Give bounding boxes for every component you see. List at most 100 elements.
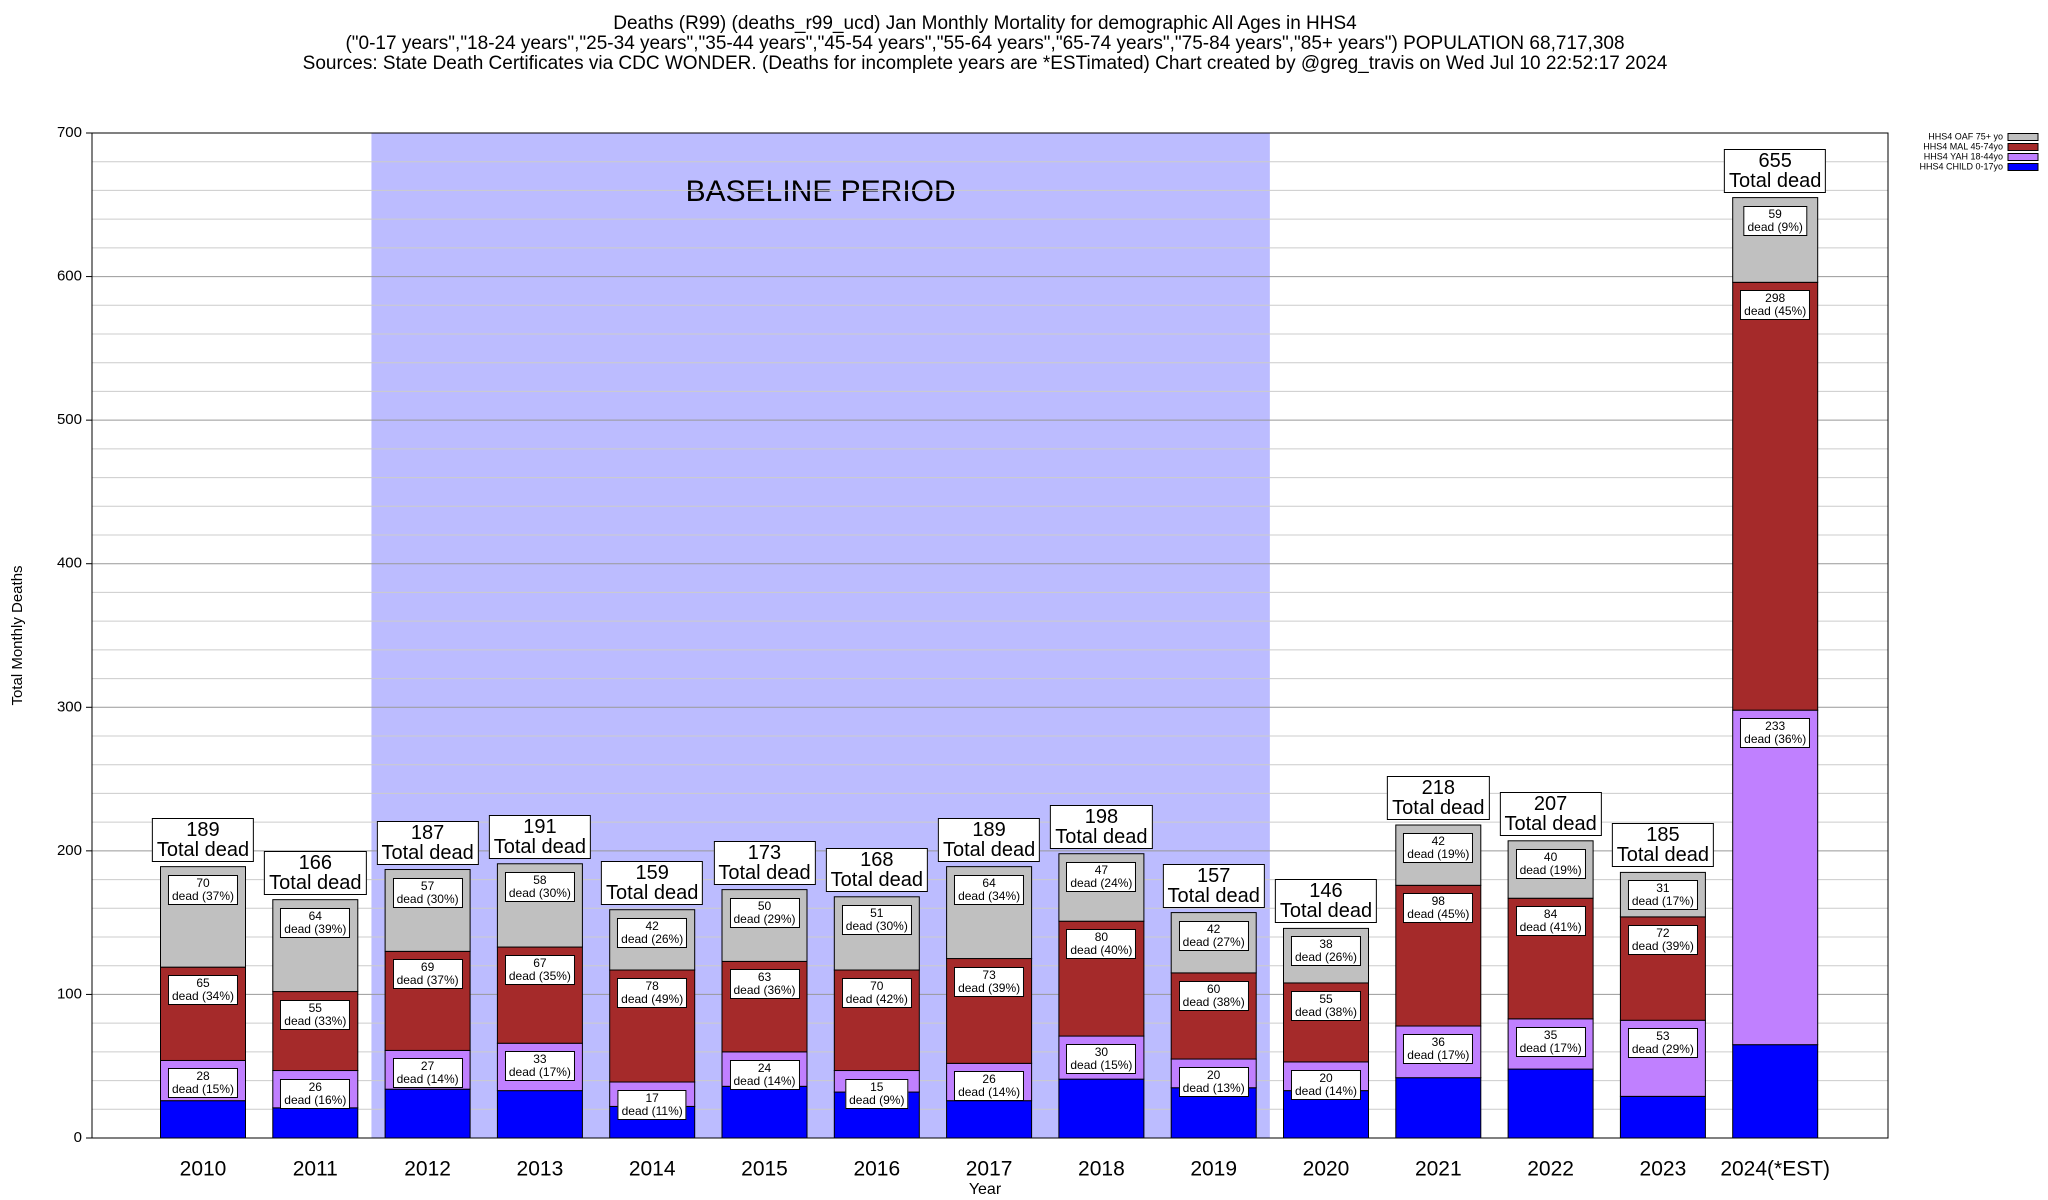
segment-label: 73 dead (39%) — [954, 966, 1025, 997]
bar-segment — [946, 1100, 1033, 1139]
x-tick-label: 2014 — [629, 1158, 676, 1181]
y-tick-label: 700 — [57, 124, 82, 141]
segment-label: 42 dead (19%) — [1403, 833, 1474, 863]
total-caption: Total dead — [1055, 825, 1148, 848]
total-caption: Total dead — [381, 841, 474, 864]
total-label: 166 Total dead — [264, 850, 367, 895]
chart-title: Deaths (R99) (deaths_r99_ucd) Jan Monthl… — [613, 13, 1357, 34]
segment-label: 72 dead (39%) — [1627, 924, 1698, 955]
y-axis-label: Total Monthly Deaths — [9, 565, 26, 705]
segment-label: 65 dead (34%) — [167, 975, 239, 1006]
x-tick-label: 2017 — [966, 1158, 1013, 1181]
total-caption: Total dead — [606, 881, 699, 904]
segment-label: 58 dead (30%) — [504, 871, 575, 902]
x-tick-label: 2016 — [853, 1158, 900, 1181]
segment-label: 20 dead (13%) — [1178, 1067, 1249, 1098]
legend-swatch — [2007, 163, 2039, 171]
total-label: 655 Total dead — [1724, 148, 1827, 193]
segment-label: 36 dead (17%) — [1403, 1034, 1474, 1064]
bar-segment — [721, 1085, 808, 1139]
legend-label: HHS4 CHILD 0-17yo — [1919, 161, 2003, 171]
x-tick-label: 2011 — [293, 1158, 338, 1181]
segment-label: 233 dead (36%) — [1740, 718, 1811, 749]
segment-label: 20 dead (14%) — [1290, 1069, 1362, 1100]
segment-label: 42 dead (26%) — [617, 917, 688, 948]
bar-segment — [160, 1100, 246, 1139]
total-caption: Total dead — [269, 871, 362, 894]
segment-label: 28 dead (15%) — [167, 1068, 239, 1099]
segment-label: 53 dead (29%) — [1627, 1028, 1698, 1059]
segment-label: 30 dead (15%) — [1066, 1044, 1137, 1075]
segment-label: 27 dead (14%) — [392, 1058, 463, 1089]
total-label: 157 Total dead — [1162, 863, 1265, 908]
x-tick-label: 2023 — [1640, 1158, 1687, 1181]
segment-label: 24 dead (14%) — [729, 1059, 800, 1090]
segment-label: 26 dead (14%) — [954, 1071, 1025, 1102]
legend-swatch — [2007, 143, 2039, 151]
segment-label: 63 dead (36%) — [729, 969, 800, 1000]
total-caption: Total dead — [1504, 812, 1597, 835]
total-label: 159 Total dead — [601, 860, 704, 905]
total-caption: Total dead — [493, 835, 587, 858]
total-label: 198 Total dead — [1050, 804, 1153, 849]
total-caption: Total dead — [942, 838, 1036, 861]
x-tick-label: 2020 — [1303, 1158, 1350, 1181]
segment-label: 15 dead (9%) — [845, 1078, 909, 1109]
segment-label: 69 dead (37%) — [392, 959, 463, 990]
segment-label: 55 dead (38%) — [1290, 990, 1362, 1021]
total-label: 207 Total dead — [1499, 791, 1602, 836]
total-caption: Total dead — [830, 868, 923, 891]
segment-label: 67 dead (35%) — [504, 955, 575, 986]
segment-label: 42 dead (27%) — [1178, 920, 1249, 951]
total-label: 191 Total dead — [488, 814, 592, 859]
segment-label: 70 dead (42%) — [841, 978, 912, 1009]
segment-label: 98 dead (45%) — [1403, 893, 1474, 924]
legend-label: HHS4 OAF 75+ yo — [1928, 131, 2003, 141]
x-tick-label: 2010 — [180, 1158, 227, 1181]
segment-label: 70 dead (37%) — [167, 874, 239, 905]
y-tick-label: 500 — [57, 411, 82, 428]
bar-segment — [384, 1088, 471, 1139]
total-label: 187 Total dead — [376, 820, 479, 865]
x-tick-label: 2019 — [1190, 1158, 1237, 1181]
legend-label: HHS4 YAH 18-44yo — [1924, 151, 2003, 161]
bar-segment — [1619, 1095, 1706, 1139]
segment-label: 64 dead (34%) — [954, 874, 1025, 905]
segment-label: 298 dead (45%) — [1740, 290, 1811, 321]
total-label: 189 Total dead — [937, 817, 1041, 862]
bar-segment — [1732, 1044, 1819, 1139]
x-tick-label: 2021 — [1415, 1158, 1462, 1181]
segment-label: 47 dead (24%) — [1066, 861, 1137, 892]
bar-segment — [1395, 1077, 1482, 1139]
total-caption: Total dead — [1616, 844, 1710, 867]
segment-label: 17 dead (11%) — [617, 1090, 687, 1120]
segment-label: 80 dead (40%) — [1066, 929, 1137, 960]
segment-label: 57 dead (30%) — [392, 877, 463, 908]
bar-segment — [1058, 1078, 1145, 1139]
x-tick-label: 2022 — [1527, 1158, 1574, 1181]
bar-segment — [1507, 1068, 1594, 1139]
chart-title: Sources: State Death Certificates via CD… — [303, 53, 1668, 74]
total-label: 173 Total dead — [713, 840, 816, 885]
bar-segment — [1732, 281, 1819, 711]
total-caption: Total dead — [1167, 884, 1260, 907]
total-label: 146 Total dead — [1274, 879, 1378, 924]
segment-label: 59 dead (9%) — [1743, 205, 1807, 236]
bar-segment — [1732, 709, 1819, 1046]
total-label: 218 Total dead — [1387, 776, 1490, 820]
legend-label: HHS4 MAL 45-74yo — [1923, 141, 2003, 151]
segment-label: 40 dead (19%) — [1515, 848, 1586, 879]
y-tick-label: 400 — [57, 555, 82, 572]
y-tick-label: 0 — [74, 1129, 82, 1146]
segment-label: 26 dead (16%) — [280, 1078, 351, 1109]
legend-swatch — [2007, 153, 2039, 161]
y-tick-label: 100 — [57, 985, 82, 1002]
segment-label: 31 dead (17%) — [1627, 880, 1698, 911]
segment-label: 38 dead (26%) — [1290, 936, 1362, 967]
segment-label: 55 dead (33%) — [280, 999, 351, 1030]
x-axis-label: Year — [969, 1181, 1002, 1198]
segment-label: 50 dead (29%) — [729, 897, 800, 928]
x-tick-label: 2015 — [741, 1158, 788, 1181]
